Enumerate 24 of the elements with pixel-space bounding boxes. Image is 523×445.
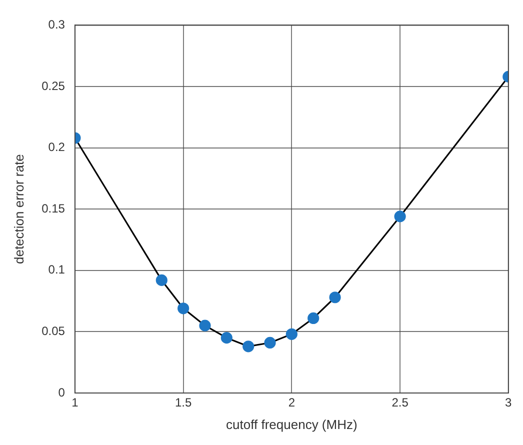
point bbox=[220, 332, 232, 344]
point bbox=[394, 210, 406, 222]
y-tick-label: 0.3 bbox=[48, 18, 66, 32]
point bbox=[286, 328, 298, 340]
x-tick-label: 3 bbox=[505, 396, 512, 410]
y-tick-label: 0.1 bbox=[48, 262, 66, 277]
point bbox=[308, 312, 320, 324]
x-tick-label: 1 bbox=[72, 396, 79, 410]
point bbox=[156, 274, 168, 286]
x-tick-label: 1.5 bbox=[174, 396, 192, 410]
y-tick-label: 0.2 bbox=[48, 140, 66, 154]
y-tick-label: 0.25 bbox=[42, 78, 66, 93]
point bbox=[242, 340, 254, 352]
point bbox=[199, 320, 211, 332]
x-tick-label: 2.5 bbox=[392, 396, 409, 410]
point bbox=[178, 302, 190, 314]
y-axis-title: detection error rate bbox=[11, 154, 26, 264]
y-tick-label: 0.15 bbox=[42, 201, 66, 216]
point bbox=[329, 292, 341, 304]
x-tick-label: 2 bbox=[288, 396, 296, 410]
point bbox=[264, 336, 276, 349]
x-axis-title: cutoff frequency (MHz) bbox=[226, 416, 358, 432]
y-tick-label: 0.05 bbox=[42, 324, 66, 338]
y-tick-label: 0 bbox=[58, 385, 66, 400]
